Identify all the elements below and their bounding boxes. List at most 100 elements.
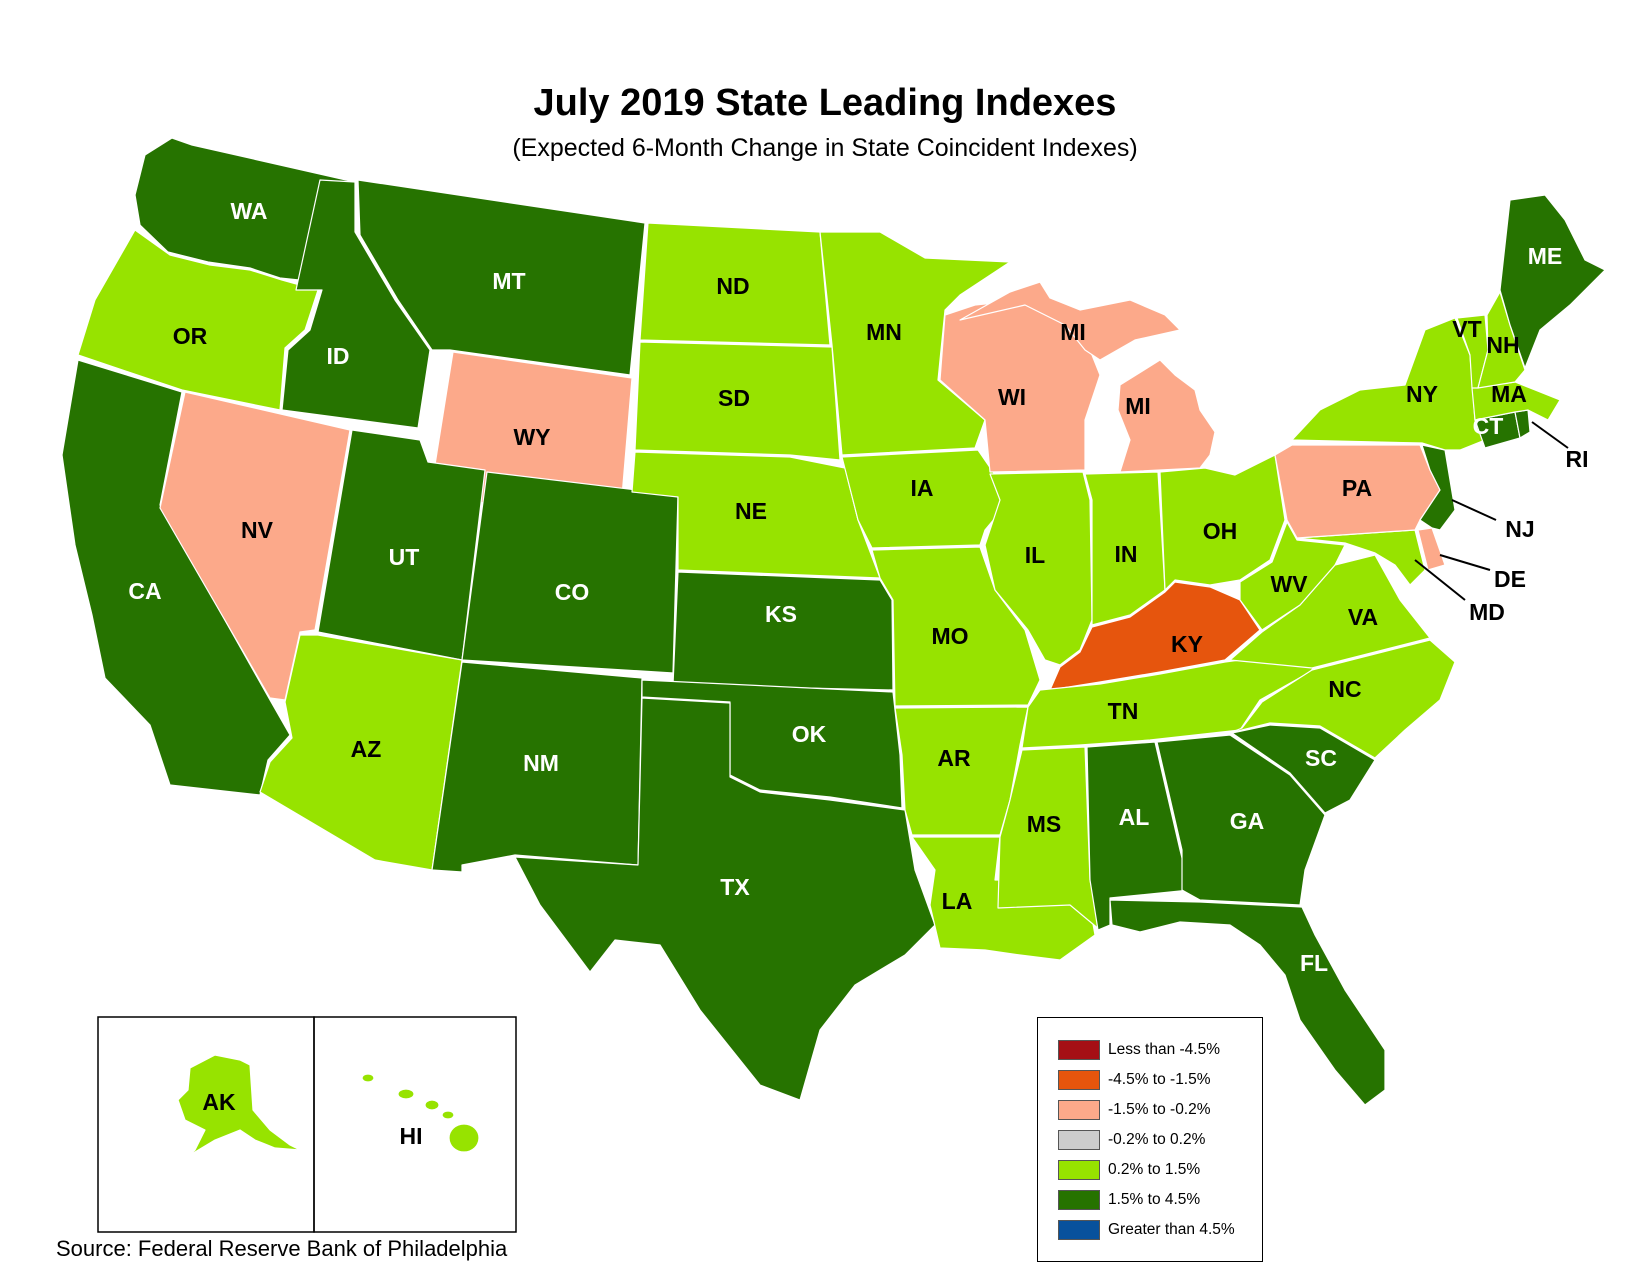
label-nh: NH [1486, 332, 1519, 358]
label-ms: MS [1027, 811, 1062, 837]
state-il[interactable] [984, 471, 1093, 666]
label-ok: OK [792, 721, 827, 747]
state-mo[interactable] [871, 546, 1041, 707]
state-ga[interactable] [1156, 734, 1326, 906]
state-wa[interactable] [134, 137, 356, 283]
source-note: Source: Federal Reserve Bank of Philadel… [56, 1236, 508, 1261]
label-wa: WA [230, 198, 267, 224]
label-al: AL [1119, 804, 1150, 830]
legend-swatch [1058, 1190, 1100, 1210]
state-ak[interactable] [169, 1054, 301, 1173]
state-fl[interactable] [1109, 899, 1386, 1106]
state-nc[interactable] [1229, 639, 1456, 759]
label-fl: FL [1300, 950, 1328, 976]
map-subtitle: (Expected 6-Month Change in State Coinci… [512, 134, 1138, 162]
state-me[interactable] [1499, 194, 1606, 369]
label-vt: VT [1452, 316, 1481, 342]
state-ut[interactable] [317, 429, 486, 661]
label-hi: HI [400, 1123, 423, 1149]
label-mo: MO [931, 623, 968, 649]
label-nj: NJ [1505, 516, 1534, 542]
state-mi[interactable] [1117, 359, 1216, 473]
legend-swatch [1058, 1220, 1100, 1240]
label-ct: CT [1473, 413, 1504, 439]
legend-swatch [1058, 1040, 1100, 1060]
label-nc: NC [1328, 676, 1361, 702]
inset-box-hawaii [313, 1016, 517, 1233]
label-pa: PA [1342, 475, 1372, 501]
label-mn: MN [866, 319, 902, 345]
state-sd[interactable] [634, 341, 841, 461]
state-al[interactable] [1086, 741, 1191, 931]
label-az: AZ [351, 736, 382, 762]
label-mi-upper: MI [1060, 319, 1086, 345]
label-il: IL [1025, 542, 1045, 568]
state-hi[interactable] [361, 1073, 480, 1153]
leader-line-de [1439, 554, 1491, 571]
label-id: ID [327, 343, 350, 369]
label-ky: KY [1171, 631, 1203, 657]
state-ks[interactable] [672, 571, 894, 691]
leader-line-ri [1531, 421, 1569, 449]
state-ia[interactable] [841, 449, 1011, 549]
label-mi: MI [1125, 393, 1151, 419]
label-co: CO [555, 579, 590, 605]
label-wy: WY [513, 424, 550, 450]
label-mt: MT [492, 268, 525, 294]
label-nd: ND [716, 273, 749, 299]
label-wi: WI [998, 384, 1026, 410]
state-or[interactable] [77, 229, 319, 411]
state-in[interactable] [1084, 471, 1166, 626]
label-me: ME [1528, 243, 1563, 269]
state-id[interactable] [281, 179, 431, 429]
label-de: DE [1494, 566, 1526, 592]
label-ri: RI [1566, 446, 1589, 472]
state-ok[interactable] [641, 679, 903, 809]
state-tn[interactable] [1021, 647, 1331, 749]
label-oh: OH [1203, 518, 1238, 544]
label-la: LA [942, 888, 973, 914]
label-wv: WV [1270, 571, 1308, 597]
state-mn[interactable] [819, 231, 1011, 456]
label-tn: TN [1108, 698, 1139, 724]
state-ms[interactable] [997, 746, 1101, 931]
state-nd[interactable] [639, 222, 831, 346]
state-sc[interactable] [1231, 724, 1376, 814]
label-nv: NV [241, 517, 274, 543]
label-ut: UT [389, 544, 420, 570]
state-ky[interactable] [1049, 581, 1261, 691]
legend-label: -4.5% to -1.5% [1108, 1071, 1211, 1088]
state-ma[interactable] [1471, 381, 1561, 421]
label-md: MD [1469, 599, 1505, 625]
label-ca: CA [128, 578, 161, 604]
state-mi-upper[interactable] [959, 281, 1181, 361]
label-ks: KS [765, 601, 797, 627]
legend-label: 0.2% to 1.5% [1108, 1161, 1201, 1178]
legend-label: 1.5% to 4.5% [1108, 1191, 1201, 1208]
label-nm: NM [523, 750, 559, 776]
label-ar: AR [937, 745, 971, 771]
state-co[interactable] [461, 471, 679, 674]
label-ak: AK [202, 1089, 236, 1115]
label-va: VA [1348, 604, 1378, 630]
legend-label: -1.5% to -0.2% [1108, 1101, 1211, 1118]
state-wv[interactable] [1239, 521, 1346, 631]
legend-swatch [1058, 1070, 1100, 1090]
label-or: OR [173, 323, 208, 349]
map-title: July 2019 State Leading Indexes [533, 82, 1117, 124]
label-ma: MA [1491, 381, 1527, 407]
state-md[interactable] [1296, 529, 1426, 586]
leader-line-md [1414, 559, 1466, 601]
state-de[interactable] [1417, 527, 1446, 571]
label-ne: NE [735, 498, 767, 524]
legend: Less than -4.5% -4.5% to -1.5% -1.5% to … [1037, 1017, 1263, 1262]
legend-swatch [1058, 1130, 1100, 1150]
label-ga: GA [1230, 808, 1265, 834]
legend-swatch [1058, 1160, 1100, 1180]
state-oh[interactable] [1159, 454, 1286, 591]
state-tx[interactable] [514, 697, 936, 1101]
state-nj[interactable] [1419, 444, 1456, 531]
state-mt[interactable] [357, 179, 646, 376]
label-tx: TX [720, 874, 750, 900]
